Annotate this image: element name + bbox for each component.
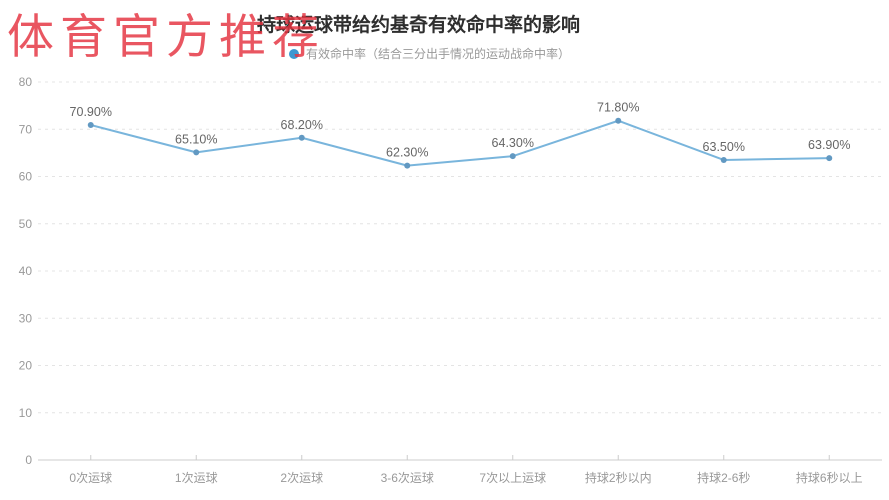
y-axis-tick-label: 40 (19, 264, 33, 278)
x-axis-category-label: 2次运球 (280, 471, 323, 485)
data-point[interactable] (826, 155, 833, 162)
x-axis-category-label: 7次以上运球 (479, 471, 546, 485)
x-axis-category-label: 持球2-6秒 (697, 470, 750, 485)
y-axis-tick-label: 70 (19, 122, 33, 136)
y-axis-tick-label: 0 (25, 453, 32, 467)
data-point-label: 63.90% (808, 138, 850, 152)
legend-item[interactable]: 有效命中率（结合三分出手情况的运动战命中率） (289, 45, 570, 62)
data-point-label: 70.90% (70, 105, 112, 119)
data-point[interactable] (509, 153, 516, 160)
legend-label: 有效命中率（结合三分出手情况的运动战命中率） (306, 47, 571, 61)
y-axis-tick-label: 60 (19, 170, 33, 184)
legend-marker-icon (289, 48, 299, 59)
data-point-label: 65.10% (175, 132, 217, 146)
data-point-label: 68.20% (281, 118, 323, 132)
data-point-label: 63.50% (703, 140, 745, 154)
data-point-label: 71.80% (597, 101, 639, 115)
data-point[interactable] (87, 121, 94, 128)
chart-title: 持球运球带给约基奇有效命中率的影响 (257, 15, 581, 36)
data-point[interactable] (615, 117, 622, 124)
data-point[interactable] (720, 156, 727, 163)
y-axis-tick-label: 10 (19, 406, 33, 420)
data-point[interactable] (193, 149, 200, 156)
y-axis-tick-label: 30 (19, 311, 33, 325)
data-point-label: 62.30% (386, 146, 428, 160)
x-axis-category-label: 持球6秒以上 (796, 470, 863, 485)
y-axis-tick-label: 20 (19, 359, 33, 373)
data-point-label: 64.30% (492, 136, 534, 150)
x-axis-category-label: 持球2秒以内 (585, 470, 652, 485)
x-axis-category-label: 1次运球 (175, 471, 218, 485)
x-axis-category-label: 3-6次运球 (381, 471, 434, 485)
y-axis-tick-label: 80 (19, 75, 33, 89)
series-line (90, 119, 830, 167)
data-point[interactable] (404, 162, 411, 169)
data-point[interactable] (298, 134, 305, 141)
x-axis-category-label: 0次运球 (69, 471, 112, 485)
y-axis-tick-label: 50 (19, 217, 33, 231)
